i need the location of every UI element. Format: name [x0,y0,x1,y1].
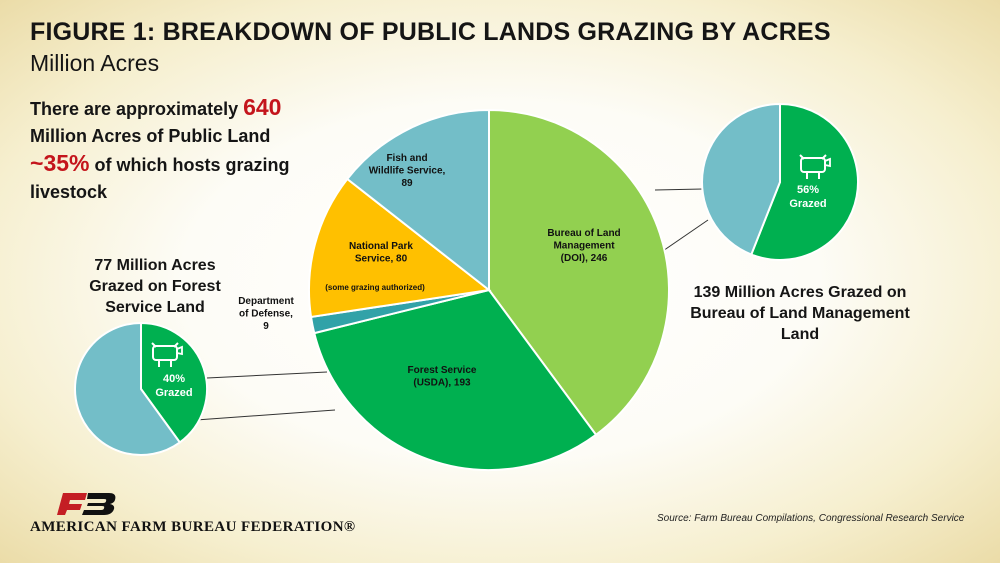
park-annotation: (some grazing authorized) [325,283,425,292]
label-forest-service-line: (USDA), 193 [413,378,471,389]
blm-caption-line: 139 Million Acres Grazed on [693,284,907,301]
afbf-logo-text: AMERICAN FARM BUREAU FEDERATION® [30,519,356,535]
source-note: Source: Farm Bureau Compilations, Congre… [657,513,965,524]
intro-line2: Million Acres of Public Land [30,126,271,146]
label-defense-line: Department [238,296,294,307]
forest-grazed-slice [140,321,208,444]
connector-lines [195,188,709,421]
label-fish-wildlife-line: Fish and [386,153,427,164]
label-forest-service: Forest Service (USDA), 193 [408,365,477,389]
slice-fish-wildlife [345,108,490,293]
blm-grazed-label-line: Grazed [789,198,826,210]
forest-not-grazed-slice [74,321,182,456]
forest-grazing-pie [74,321,208,456]
label-national-park-line: National Park [349,241,413,252]
intro-line3-text: of which hosts grazing [89,155,290,175]
intro-percent-value: 35% [43,150,90,176]
figure-title: FIGURE 1: BREAKDOWN OF PUBLIC LANDS GRAZ… [30,18,831,46]
afbf-logo-mark [57,493,116,515]
label-fish-wildlife-line: 89 [401,178,413,189]
label-defense: Department of Defense, 9 [238,296,294,332]
connector-line [654,188,704,191]
blm-grazed-label: 56% Grazed [789,184,826,210]
pie-labels: Bureau of Land Management (DOI), 246 Forest… [155,153,826,399]
blm-caption-line: Bureau of Land Management [690,305,910,322]
label-blm: Bureau of Land Management (DOI), 246 [547,228,620,264]
label-defense-line: of Defense, [239,309,293,320]
label-national-park: National Park Service, 80 [349,241,413,265]
connector-line [195,409,336,421]
connector-line [206,371,328,379]
forest-grazed-label-line: Grazed [155,387,192,399]
slice-forest-service [313,288,598,471]
label-fish-wildlife-line: Wildlife Service, [369,166,446,177]
slice-national-park [308,177,492,319]
blm-grazing-pie [701,102,860,261]
forest-grazed-label-line: 40% [163,373,185,385]
label-national-park-line: Service, 80 [355,254,408,265]
blm-grazed-label-line: 56% [797,184,819,196]
intro-text: There are approximately 640 Million Acre… [30,94,330,206]
forest-caption-line: Service Land [105,299,205,316]
blm-grazed-slice [749,102,860,261]
label-defense-line: 9 [263,321,269,332]
forest-grazed-label: 40% Grazed [155,373,192,399]
label-blm-line: (DOI), 246 [561,253,608,264]
label-blm-line: Bureau of Land [547,228,620,239]
main-pie-chart [308,108,670,471]
intro-line1-text: There are approximately [30,99,244,119]
intro-line4: livestock [30,182,108,202]
blm-not-grazed-slice [701,102,781,256]
cow-icon [799,154,831,179]
label-forest-service-line: Forest Service [408,365,477,376]
connector-line [656,219,709,256]
intro-tilde: ~ [30,150,44,176]
label-blm-line: Management [553,241,615,252]
blm-caption-line: Land [780,326,820,343]
cow-icon [151,342,183,367]
slice-blm [488,108,670,437]
forest-grazing-caption: 77 Million Acres Grazed on Forest Servic… [55,255,255,318]
figure-subtitle: Million Acres [30,50,160,76]
forest-caption-line: Grazed on Forest [89,278,221,295]
label-fish-wildlife: Fish and Wildlife Service, 89 [369,153,446,189]
intro-total-value: 640 [243,94,282,120]
forest-caption-line: 77 Million Acres [94,257,216,274]
blm-grazing-caption: 139 Million Acres Grazed on Bureau of La… [670,282,930,345]
